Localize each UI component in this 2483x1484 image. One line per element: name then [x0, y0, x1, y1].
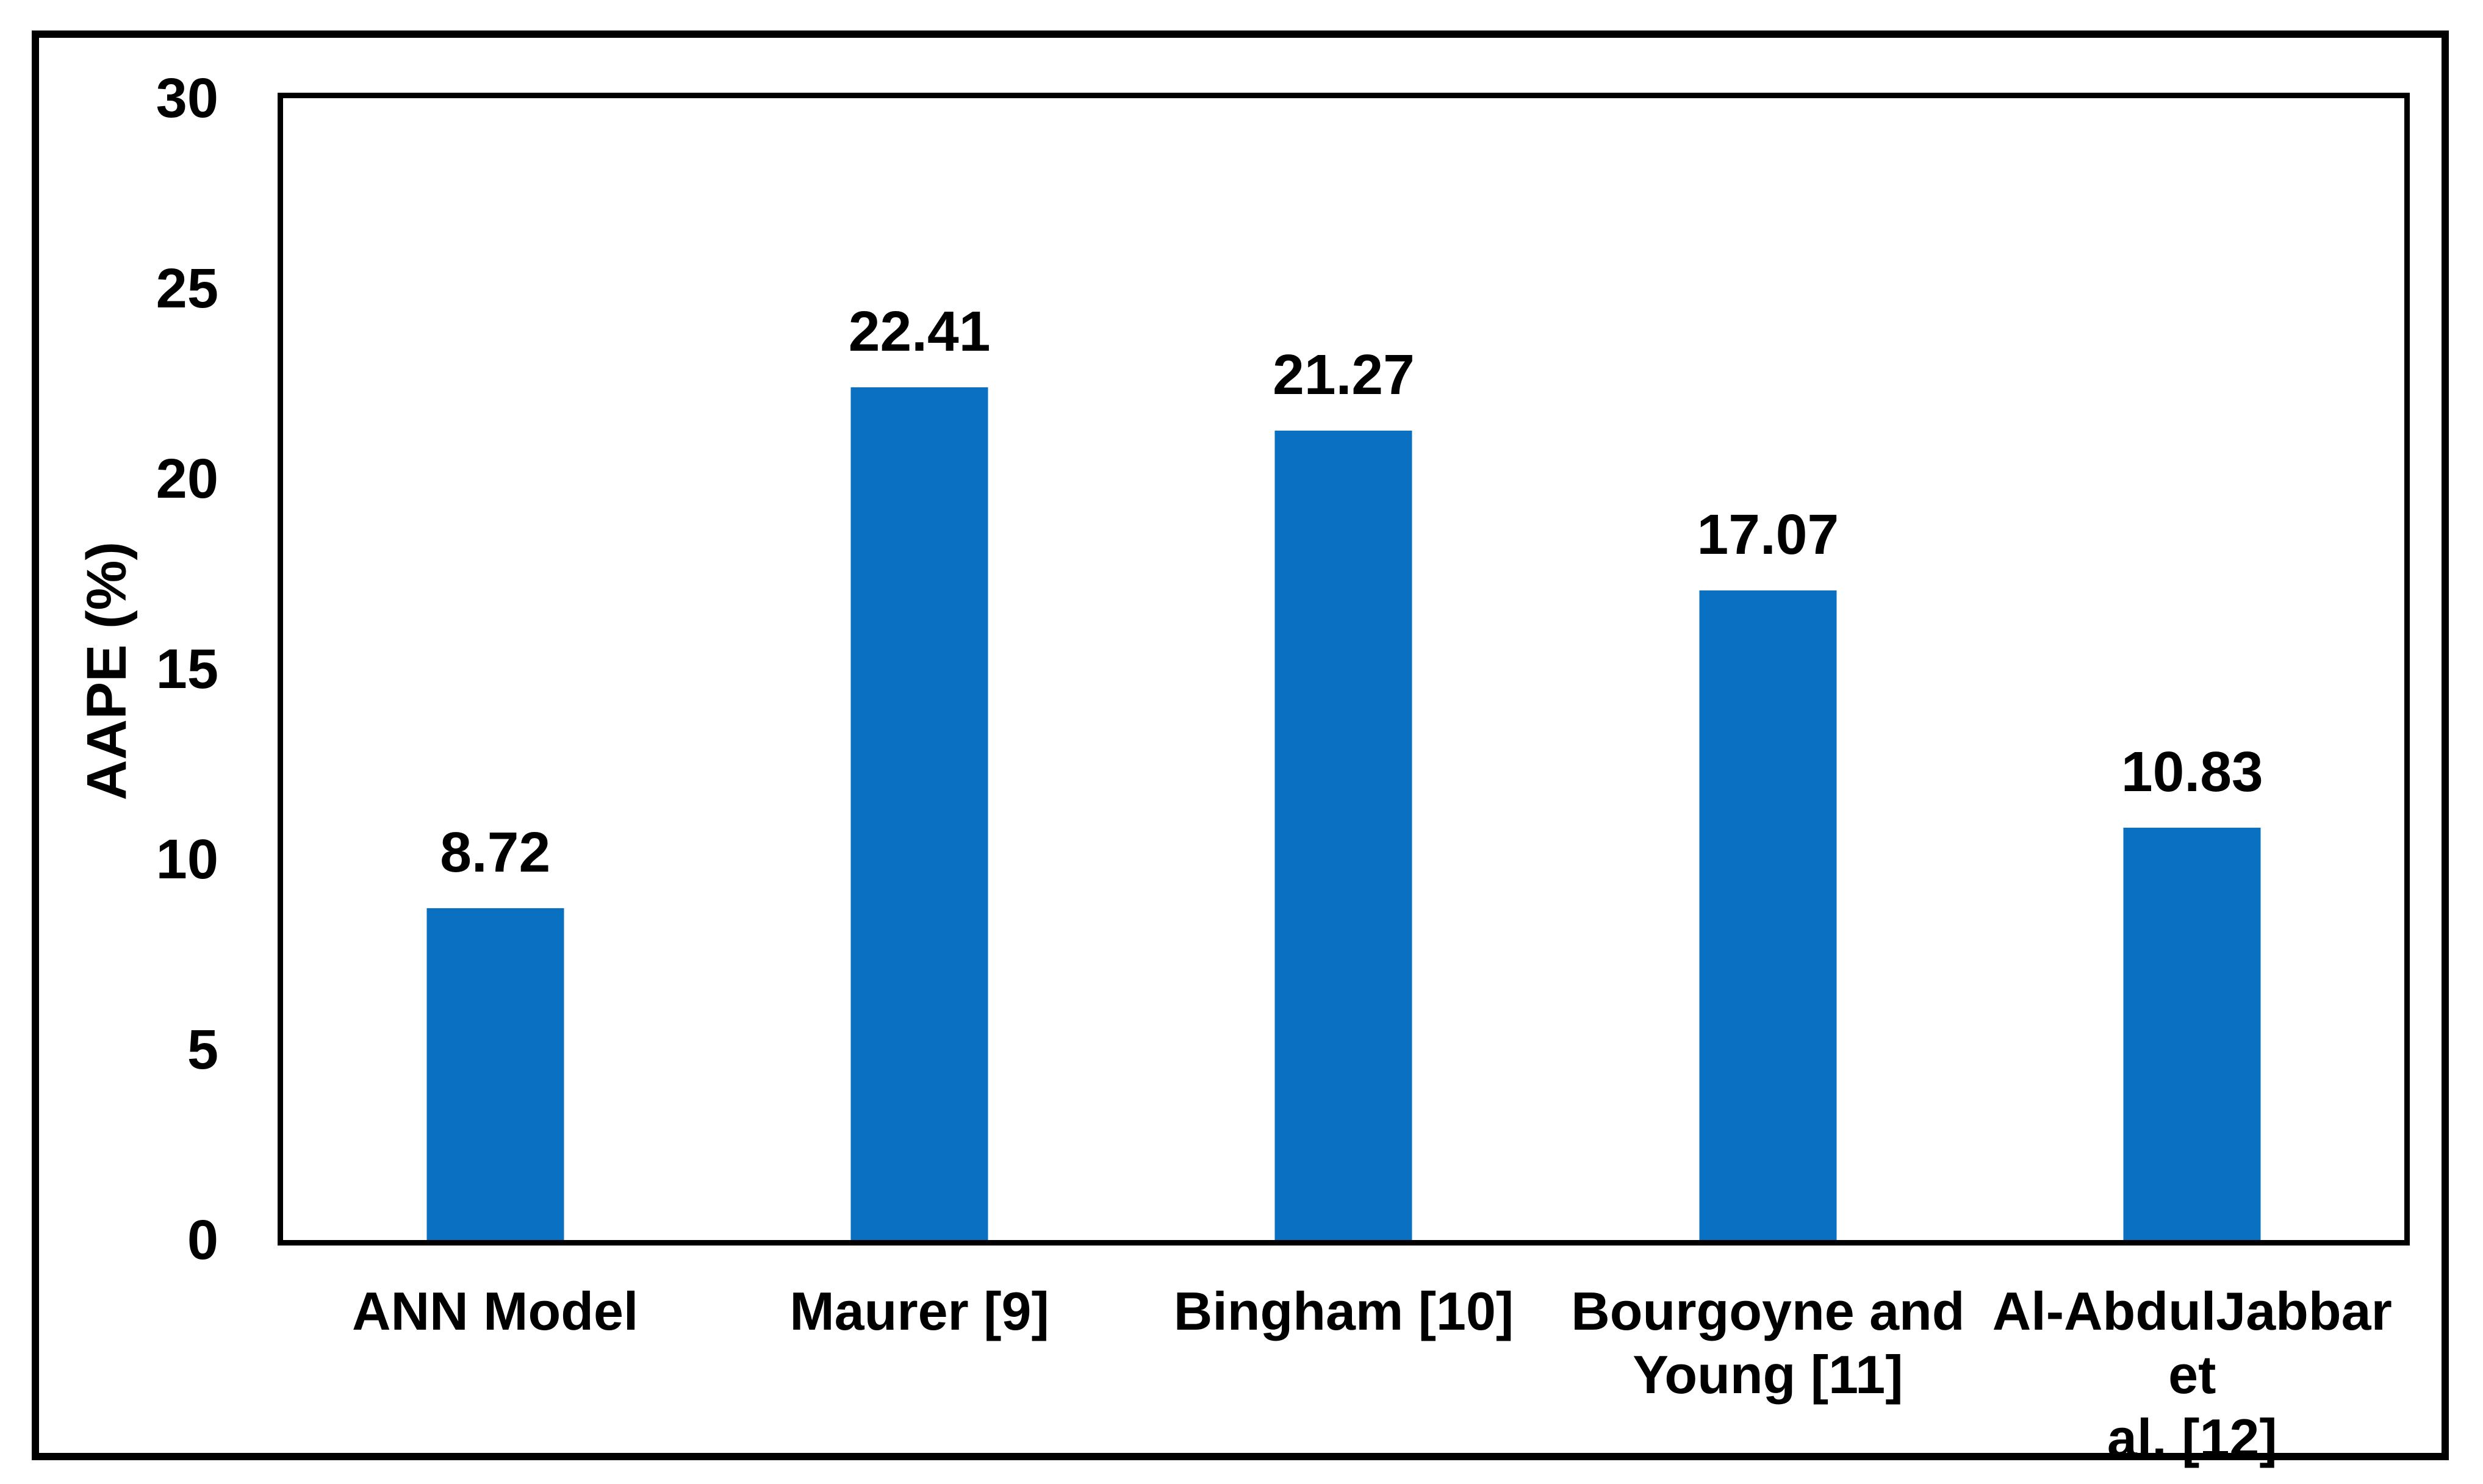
category-band: 8.72 — [283, 98, 707, 1240]
category-band: 10.83 — [1980, 98, 2404, 1240]
y-tick-label: 0 — [187, 1209, 218, 1271]
bar — [1274, 430, 1412, 1240]
category-label: Bingham [10] — [1173, 1281, 1514, 1341]
bar-value-label: 22.41 — [848, 299, 991, 363]
figure-border — [32, 30, 2449, 1460]
category-label: Bourgoyne and Young [11] — [1571, 1281, 1965, 1405]
bar-value-label: 17.07 — [1697, 502, 1839, 566]
category-label: Maurer [9] — [789, 1281, 1049, 1341]
bar — [2123, 828, 2261, 1240]
y-tick-label: 20 — [156, 447, 218, 510]
bar-value-label: 10.83 — [2121, 740, 2263, 804]
category-band: 17.07 — [1556, 98, 1980, 1240]
category-band: 22.41 — [707, 98, 1131, 1240]
bars-container: 8.72 22.41 21.27 17.07 10.83 — [283, 98, 2404, 1240]
bar-value-label: 8.72 — [440, 820, 551, 884]
bar — [426, 908, 564, 1240]
category-label: Al-AbdulJabbar et al. [12] — [1992, 1281, 2392, 1468]
y-axis-tick-labels: 0 5 10 15 20 25 30 — [0, 70, 218, 1268]
x-axis-category-labels: ANN Model Maurer [9] Bingham [10] Bourgoyne… — [283, 1280, 2404, 1468]
y-tick-label: 25 — [156, 257, 218, 320]
bar — [850, 387, 988, 1240]
y-tick-label: 30 — [156, 67, 218, 129]
y-tick-label: 10 — [156, 828, 218, 891]
y-tick-label: 5 — [187, 1019, 218, 1081]
y-tick-label: 15 — [156, 638, 218, 700]
bar-value-label: 21.27 — [1273, 342, 1415, 406]
category-label: ANN Model — [352, 1281, 639, 1341]
bar — [1699, 590, 1837, 1240]
category-band: 21.27 — [1132, 98, 1556, 1240]
